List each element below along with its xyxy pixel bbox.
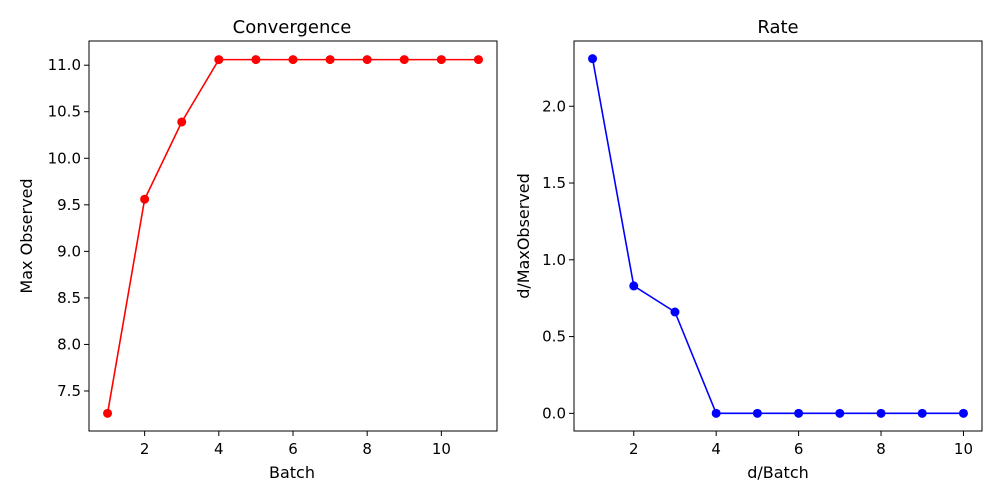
convergence-y-tick-label: 8.0 — [57, 335, 81, 353]
convergence-x-tick-label: 4 — [214, 440, 224, 458]
convergence-x-ticks: 2 4 6 8 10 — [140, 431, 451, 458]
rate-chart: Rate 2 4 6 8 10 0.0 0.5 1.0 1.5 2.0 d/Batch d/Ma… — [514, 17, 983, 482]
convergence-x-tick-label: 8 — [362, 440, 372, 458]
convergence-y-tick-label: 7.5 — [57, 382, 81, 400]
convergence-data-point — [251, 55, 261, 65]
convergence-x-tick-label: 2 — [140, 440, 150, 458]
convergence-data-point — [325, 55, 335, 65]
convergence-data-point — [473, 55, 483, 65]
rate-data-point — [588, 54, 598, 64]
convergence-y-axis-label: Max Observed — [17, 178, 36, 293]
convergence-x-axis-label: Batch — [269, 463, 315, 482]
rate-y-tick-label: 0.5 — [542, 328, 566, 346]
rate-y-axis-label: d/MaxObserved — [514, 173, 533, 299]
convergence-y-tick-label: 8.5 — [57, 289, 81, 307]
rate-plot-area — [573, 40, 983, 432]
rate-data-point — [711, 408, 721, 418]
rate-x-tick-label: 2 — [629, 440, 639, 458]
rate-data-point — [670, 307, 680, 317]
convergence-data-point — [399, 55, 409, 65]
convergence-y-tick-label: 10.0 — [48, 149, 81, 167]
rate-x-tick-label: 6 — [794, 440, 804, 458]
rate-y-ticks: 0.0 0.5 1.0 1.5 2.0 — [542, 97, 574, 422]
rate-title: Rate — [757, 17, 798, 38]
convergence-chart: Convergence 2 4 6 8 10 7.5 8.0 8.5 9.0 9.5 10.0 10… — [17, 17, 498, 482]
convergence-y-ticks: 7.5 8.0 8.5 9.0 9.5 10.0 10.5 11.0 — [48, 56, 89, 400]
convergence-title: Convergence — [233, 17, 352, 38]
rate-x-tick-label: 10 — [954, 440, 973, 458]
convergence-y-tick-label: 11.0 — [48, 56, 81, 74]
rate-y-tick-label: 2.0 — [542, 97, 566, 115]
convergence-data-point — [362, 55, 372, 65]
convergence-data-point — [177, 117, 187, 127]
rate-data-point — [958, 408, 968, 418]
convergence-x-tick-label: 10 — [432, 440, 451, 458]
convergence-y-tick-label: 9.0 — [57, 242, 81, 260]
convergence-data-point — [288, 55, 298, 65]
rate-data-point — [876, 408, 886, 418]
convergence-series — [103, 55, 483, 418]
rate-series-line — [591, 58, 964, 415]
convergence-data-point — [103, 408, 113, 418]
convergence-data-point — [140, 194, 150, 204]
rate-y-tick-label: 1.0 — [542, 251, 566, 269]
rate-data-point — [629, 281, 639, 291]
rate-data-point — [917, 408, 927, 418]
rate-y-tick-label: 0.0 — [542, 404, 566, 422]
convergence-data-point — [214, 55, 224, 65]
rate-data-point — [794, 408, 804, 418]
rate-x-ticks: 2 4 6 8 10 — [629, 431, 973, 458]
convergence-data-point — [436, 55, 446, 65]
rate-x-tick-label: 8 — [876, 440, 886, 458]
rate-series — [588, 54, 968, 418]
convergence-y-tick-label: 9.5 — [57, 196, 81, 214]
convergence-x-tick-label: 6 — [288, 440, 298, 458]
rate-y-tick-label: 1.5 — [542, 174, 566, 192]
rate-x-axis-label: d/Batch — [747, 463, 809, 482]
convergence-y-tick-label: 10.5 — [48, 103, 81, 121]
rate-data-point — [835, 408, 845, 418]
rate-x-tick-label: 4 — [711, 440, 721, 458]
rate-data-point — [752, 408, 762, 418]
